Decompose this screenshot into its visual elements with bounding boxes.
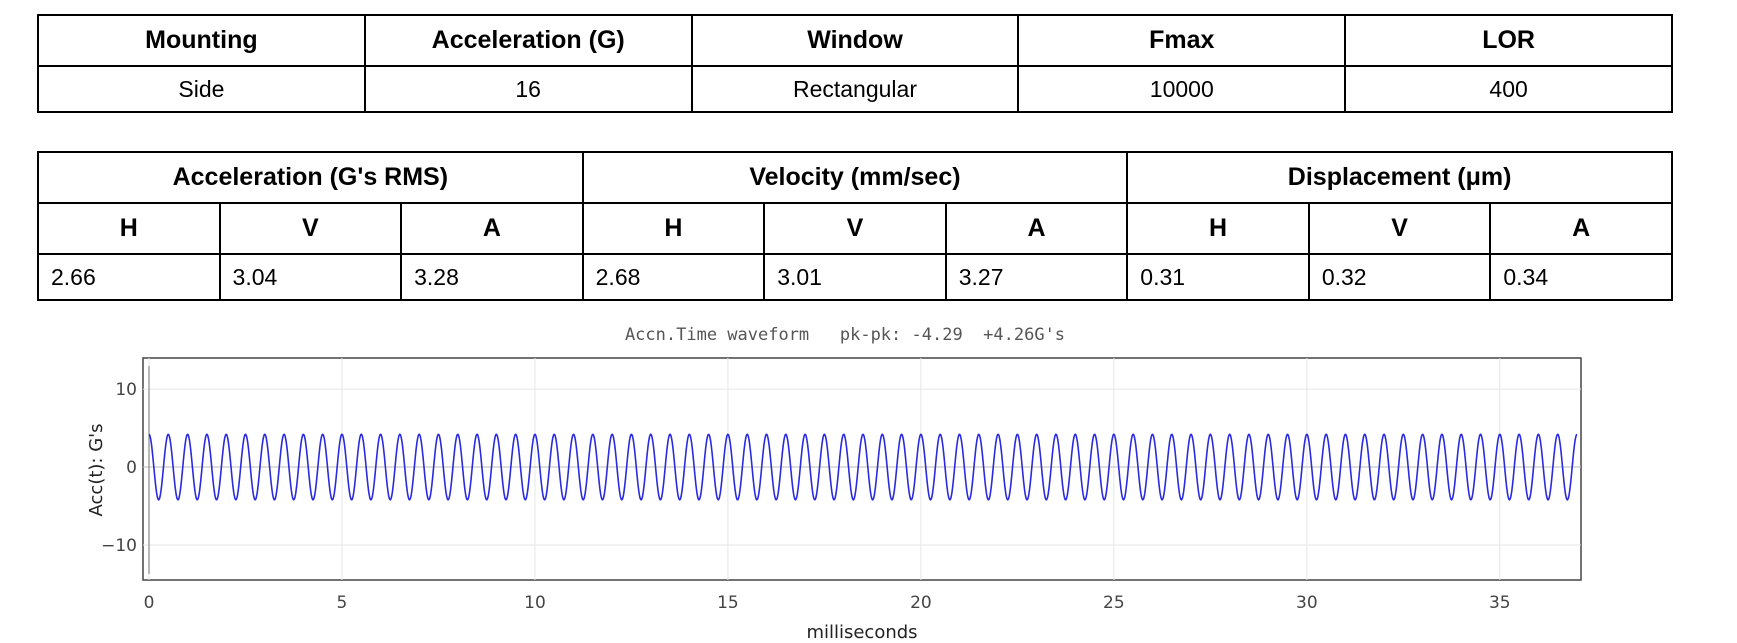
axis-disp-a: A xyxy=(1489,202,1673,255)
value-disp-v: 0.32 xyxy=(1307,253,1492,301)
group-displacement: Displacement (μm) xyxy=(1126,151,1673,204)
axis-disp-h: H xyxy=(1126,202,1310,255)
axis-vel-h: H xyxy=(581,202,766,255)
tick-layer: 0 5 10 15 20 25 30 35 10 0 −10 xyxy=(101,380,1511,613)
axis-accel-h: H xyxy=(37,202,221,255)
axis-accel-a: A xyxy=(400,202,584,255)
group-acceleration: Acceleration (G's RMS) xyxy=(37,151,584,204)
config-header-fmax: Fmax xyxy=(1017,14,1347,67)
config-header-window: Window xyxy=(690,14,1020,67)
value-accel-a: 3.28 xyxy=(400,253,584,301)
grid-layer xyxy=(143,358,1581,580)
x-tick-label: 10 xyxy=(524,593,546,613)
y-tick-label: −10 xyxy=(101,536,137,556)
y-tick-label: 10 xyxy=(115,380,137,400)
config-value-row: Side 16 Rectangular 10000 400 xyxy=(37,65,1673,113)
y-axis-label: Acc(t): G's xyxy=(86,424,107,517)
waveform-series-line xyxy=(148,433,1578,501)
value-accel-v: 3.04 xyxy=(218,253,403,301)
x-tick-label: 25 xyxy=(1103,593,1125,613)
config-header-acceleration: Acceleration (G) xyxy=(363,14,693,67)
x-tick-label: 30 xyxy=(1296,593,1318,613)
config-value-window: Rectangular xyxy=(690,65,1020,113)
config-value-fmax: 10000 xyxy=(1017,65,1347,113)
waveform-chart: Accn.Time waveform pk-pk: -4.29 +4.26G's… xyxy=(0,320,1737,643)
x-tick-label: 5 xyxy=(337,593,348,613)
config-table: Mounting Acceleration (G) Window Fmax LO… xyxy=(37,14,1673,113)
x-tick-label: 20 xyxy=(910,593,932,613)
axis-disp-v: V xyxy=(1307,202,1492,255)
value-vel-h: 2.68 xyxy=(581,253,766,301)
value-disp-a: 0.34 xyxy=(1489,253,1673,301)
results-axis-row: H V A H V A H V A xyxy=(37,202,1673,255)
x-tick-label: 35 xyxy=(1489,593,1511,613)
value-accel-h: 2.66 xyxy=(37,253,221,301)
results-table: Acceleration (G's RMS) Velocity (mm/sec)… xyxy=(37,151,1673,301)
axis-vel-v: V xyxy=(763,202,947,255)
waveform-chart-svg: Accn.Time waveform pk-pk: -4.29 +4.26G's… xyxy=(86,325,1582,643)
axis-vel-a: A xyxy=(944,202,1129,255)
y-tick-label: 0 xyxy=(126,458,137,478)
value-vel-a: 3.27 xyxy=(944,253,1129,301)
config-value-acceleration: 16 xyxy=(363,65,693,113)
chart-title: Accn.Time waveform pk-pk: -4.29 +4.26G's xyxy=(625,325,1065,345)
config-header-row: Mounting Acceleration (G) Window Fmax LO… xyxy=(37,14,1673,67)
plot-frame xyxy=(142,357,1582,581)
x-axis-label: milliseconds xyxy=(806,622,917,643)
config-value-lor: 400 xyxy=(1344,65,1673,113)
results-group-row: Acceleration (G's RMS) Velocity (mm/sec)… xyxy=(37,151,1673,204)
value-vel-v: 3.01 xyxy=(763,253,947,301)
config-header-lor: LOR xyxy=(1344,14,1673,67)
axis-accel-v: V xyxy=(218,202,403,255)
config-header-mounting: Mounting xyxy=(37,14,366,67)
config-value-mounting: Side xyxy=(37,65,366,113)
value-disp-h: 0.31 xyxy=(1126,253,1310,301)
x-tick-label: 15 xyxy=(717,593,739,613)
group-velocity: Velocity (mm/sec) xyxy=(581,151,1129,204)
x-tick-label: 0 xyxy=(144,593,155,613)
results-value-row: 2.66 3.04 3.28 2.68 3.01 3.27 0.31 0.32 … xyxy=(37,253,1673,301)
